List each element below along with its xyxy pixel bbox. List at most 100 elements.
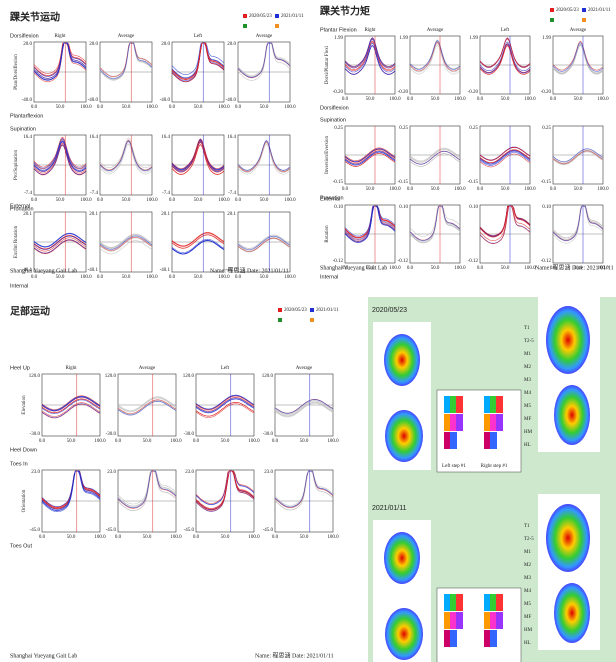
x-tick: 50.0 bbox=[122, 105, 131, 110]
x-tick: 100.0 bbox=[218, 275, 230, 280]
y-tick: -40.1 bbox=[160, 268, 171, 273]
zone bbox=[490, 396, 497, 413]
x-tick: 100.0 bbox=[218, 198, 230, 203]
y-tick: 16.4 bbox=[161, 135, 170, 140]
x-tick: 0.0 bbox=[477, 97, 484, 102]
y-tick: 23.0 bbox=[107, 470, 116, 475]
y-tick: 16.4 bbox=[23, 135, 32, 140]
x-tick: 100.0 bbox=[327, 535, 339, 540]
y-tick: 20.1 bbox=[227, 212, 236, 217]
x-tick: 100.0 bbox=[80, 105, 92, 110]
y-tick: 20.0 bbox=[23, 42, 32, 47]
x-tick: 0.0 bbox=[550, 97, 557, 102]
y-tick: -7.4 bbox=[228, 191, 236, 196]
zone bbox=[496, 396, 503, 413]
x-tick: 0.0 bbox=[407, 97, 414, 102]
x-tick: 50.0 bbox=[56, 105, 65, 110]
y-tick: -0.12 bbox=[333, 259, 344, 264]
x-tick: 100.0 bbox=[248, 535, 260, 540]
y-tick: -0.20 bbox=[541, 90, 552, 95]
row-top-label: Heel Up bbox=[10, 365, 30, 371]
x-tick: 100.0 bbox=[94, 439, 106, 444]
zone bbox=[456, 414, 463, 431]
legend-swatch bbox=[275, 24, 279, 28]
x-tick: 50.0 bbox=[194, 275, 203, 280]
footer-name: Name: 程思涵 Date: 2021/01/11 bbox=[210, 266, 289, 274]
zone-label: HM bbox=[524, 628, 533, 633]
y-tick: 120.0 bbox=[105, 374, 117, 379]
x-tick: 0.0 bbox=[169, 275, 176, 280]
zone-label: M5 bbox=[524, 404, 531, 409]
zone bbox=[484, 414, 491, 431]
row-bottom-label: Internal bbox=[10, 283, 28, 289]
zone bbox=[450, 414, 457, 431]
column-header: Average bbox=[570, 28, 587, 33]
y-tick: 1.99 bbox=[399, 36, 408, 41]
footer-lab: Shanghai Yueyang Gait Lab bbox=[10, 653, 77, 659]
zone-label: MF bbox=[524, 615, 531, 620]
x-tick: 50.0 bbox=[143, 439, 152, 444]
x-tick: 0.0 bbox=[235, 198, 242, 203]
x-tick: 50.0 bbox=[300, 439, 309, 444]
x-tick: 0.0 bbox=[477, 266, 484, 271]
x-tick: 50.0 bbox=[56, 275, 65, 280]
y-tick: -0.20 bbox=[468, 90, 479, 95]
y-tick: -0.20 bbox=[333, 90, 344, 95]
y-tick: 120.0 bbox=[183, 374, 195, 379]
zone-label: M4 bbox=[524, 589, 531, 594]
legend-label: 2020/05/23 bbox=[284, 308, 307, 313]
legend-swatch bbox=[310, 308, 314, 312]
x-tick: 100.0 bbox=[170, 439, 182, 444]
x-tick: 0.0 bbox=[169, 105, 176, 110]
y-tick: -45.0 bbox=[106, 528, 117, 533]
y-tick: -0.15 bbox=[333, 180, 344, 185]
axis-label: Orientation bbox=[22, 489, 27, 512]
y-tick: 20.1 bbox=[23, 212, 32, 217]
legend-swatch bbox=[582, 18, 586, 22]
x-tick: 100.0 bbox=[597, 97, 609, 102]
x-tick: 100.0 bbox=[248, 439, 260, 444]
x-tick: 100.0 bbox=[170, 535, 182, 540]
x-tick: 50.0 bbox=[260, 105, 269, 110]
zone-label: M2 bbox=[524, 563, 531, 568]
x-tick: 0.0 bbox=[407, 187, 414, 192]
zone bbox=[484, 594, 491, 611]
zone bbox=[456, 594, 463, 611]
y-tick: 1.99 bbox=[334, 36, 343, 41]
legend-swatch bbox=[278, 308, 282, 312]
axis-label: Dorsi/Plantar Flexi bbox=[325, 45, 330, 84]
zone-label: M2 bbox=[524, 365, 531, 370]
x-tick: 0.0 bbox=[193, 439, 200, 444]
y-tick: -30.0 bbox=[106, 432, 117, 437]
column-header: Average bbox=[118, 34, 135, 39]
x-tick: 50.0 bbox=[56, 198, 65, 203]
x-tick: 50.0 bbox=[260, 198, 269, 203]
x-tick: 0.0 bbox=[193, 535, 200, 540]
legend-label: 2021/01/11 bbox=[281, 14, 304, 19]
legend-swatch bbox=[582, 8, 586, 12]
x-tick: 100.0 bbox=[80, 198, 92, 203]
section-title: 踝关节力矩 bbox=[320, 4, 370, 17]
zone bbox=[444, 414, 451, 431]
x-tick: 0.0 bbox=[407, 266, 414, 271]
axis-label: Elevation bbox=[22, 395, 27, 415]
row-bottom-label: Plantarflexion bbox=[10, 113, 43, 119]
footprint bbox=[554, 385, 590, 445]
x-tick: 50.0 bbox=[501, 266, 510, 271]
x-tick: 100.0 bbox=[597, 187, 609, 192]
zone bbox=[490, 414, 497, 431]
x-tick: 0.0 bbox=[97, 198, 104, 203]
x-tick: 100.0 bbox=[80, 275, 92, 280]
zone-label: M3 bbox=[524, 576, 531, 581]
legend-swatch bbox=[243, 14, 247, 18]
row-top-label: Dorsiflexion bbox=[10, 33, 39, 39]
zone bbox=[490, 594, 497, 611]
y-tick: -40.0 bbox=[226, 98, 237, 103]
x-tick: 100.0 bbox=[218, 105, 230, 110]
x-tick: 100.0 bbox=[284, 198, 296, 203]
x-tick: 50.0 bbox=[67, 535, 76, 540]
footprint bbox=[546, 504, 590, 572]
zone bbox=[450, 432, 457, 449]
x-tick: 0.0 bbox=[235, 105, 242, 110]
y-tick: -7.4 bbox=[90, 191, 98, 196]
